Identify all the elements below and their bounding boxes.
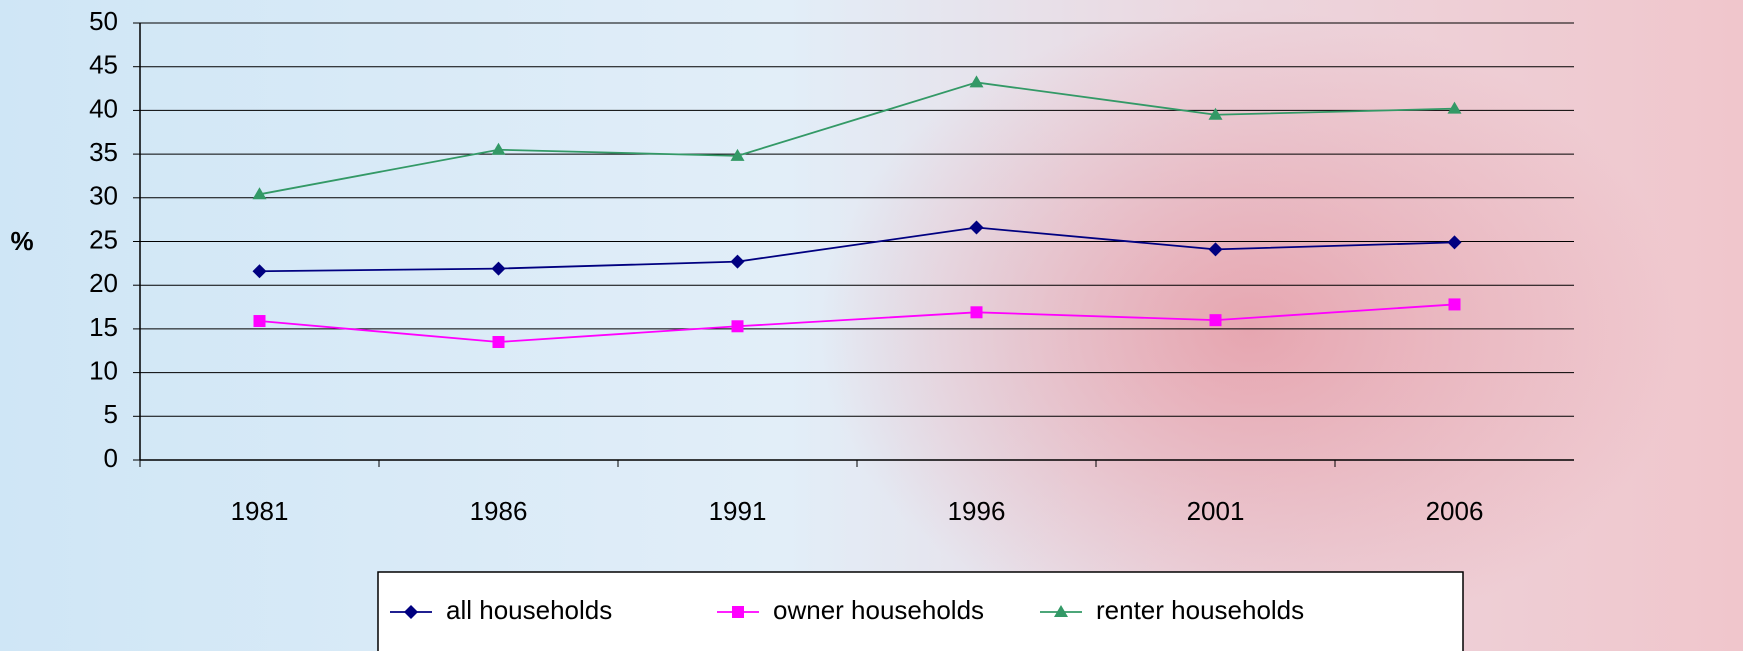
marker bbox=[970, 306, 983, 319]
background-shape bbox=[820, 10, 1680, 650]
x-tick-label: 2006 bbox=[1426, 496, 1484, 526]
x-tick-label: 1981 bbox=[231, 496, 289, 526]
series-line bbox=[259, 303, 1455, 343]
marker bbox=[252, 264, 267, 279]
series-line bbox=[259, 226, 1455, 273]
legend-label: renter households bbox=[1096, 595, 1304, 625]
y-tick-label: 40 bbox=[89, 93, 118, 123]
marker bbox=[252, 187, 267, 200]
marker bbox=[1448, 298, 1461, 311]
legend-label: all households bbox=[446, 595, 612, 625]
y-tick-label: 30 bbox=[89, 181, 118, 211]
series-line bbox=[259, 81, 1455, 196]
y-axis-label: % bbox=[10, 226, 33, 256]
marker bbox=[1209, 314, 1222, 327]
marker bbox=[731, 320, 744, 333]
x-tick-label: 1996 bbox=[948, 496, 1006, 526]
y-tick-label: 5 bbox=[104, 399, 118, 429]
marker bbox=[1447, 101, 1462, 114]
marker bbox=[253, 315, 266, 328]
legend bbox=[377, 571, 1464, 651]
marker bbox=[491, 261, 506, 276]
marker bbox=[969, 220, 984, 235]
y-tick-label: 35 bbox=[89, 137, 118, 167]
legend-label: owner households bbox=[773, 595, 984, 625]
marker bbox=[730, 254, 745, 269]
y-tick-label: 20 bbox=[89, 268, 118, 298]
y-tick-label: 10 bbox=[89, 355, 118, 385]
marker bbox=[730, 148, 745, 161]
marker bbox=[404, 605, 418, 619]
y-tick-label: 25 bbox=[89, 224, 118, 254]
x-tick-label: 2001 bbox=[1187, 496, 1245, 526]
y-tick-label: 0 bbox=[104, 443, 118, 473]
marker bbox=[1054, 605, 1068, 617]
marker bbox=[1208, 107, 1223, 120]
y-tick-label: 45 bbox=[89, 50, 118, 80]
marker bbox=[969, 75, 984, 88]
marker bbox=[1447, 235, 1462, 250]
marker bbox=[1208, 242, 1223, 257]
y-tick-label: 50 bbox=[89, 6, 118, 36]
marker bbox=[491, 142, 506, 155]
x-tick-label: 1986 bbox=[470, 496, 528, 526]
y-tick-label: 15 bbox=[89, 312, 118, 342]
marker bbox=[492, 336, 505, 349]
marker bbox=[732, 606, 744, 618]
x-tick-label: 1991 bbox=[709, 496, 767, 526]
